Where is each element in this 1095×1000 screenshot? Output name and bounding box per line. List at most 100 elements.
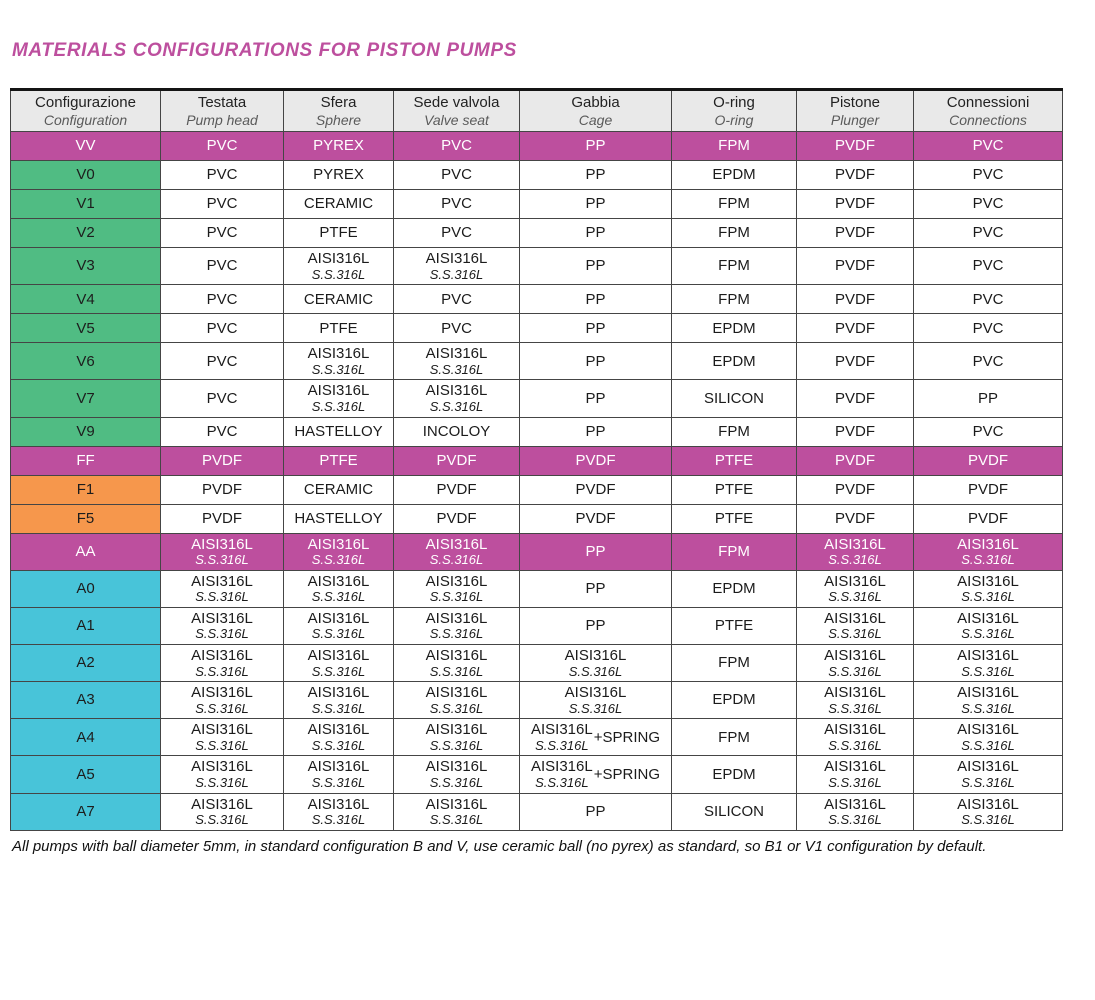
material-cell: PVC — [913, 131, 1063, 162]
material-name-stack: AISI316L S.S.316L — [957, 759, 1019, 789]
material-name-stack: AISI316L S.S.316L — [308, 251, 370, 281]
material-main-label: AISI316L — [307, 609, 370, 627]
material-cell: PP — [519, 416, 672, 447]
column-header-connessioni: Connessioni Connections — [913, 88, 1063, 133]
material-cell: PVDF — [796, 131, 914, 162]
material-main-label: AISI316L — [307, 721, 370, 739]
column-label-italian: Testata — [197, 94, 247, 111]
material-name-stack: AISI316L S.S.316L — [426, 685, 488, 715]
material-name-stack: AISI316L S.S.316L — [824, 796, 886, 828]
configuration-code: VV — [10, 131, 161, 162]
material-cell: PTFE — [283, 218, 394, 249]
material-cell: PVDF — [393, 503, 520, 534]
material-main-label: AISI316L — [824, 758, 886, 776]
material-name-stack: AISI316L S.S.316L — [307, 535, 370, 568]
material-cell: AISI316L S.S.316L — [160, 606, 284, 646]
material-cell-content: AISI316L S.S.316L — [800, 796, 910, 828]
material-sub-label: S.S.316L — [429, 626, 484, 642]
material-cell: PP — [519, 160, 672, 191]
material-main-label: AISI316L — [307, 535, 370, 553]
material-cell: PP — [519, 247, 672, 286]
material-name-stack: AISI316L S.S.316L — [191, 648, 253, 678]
material-main-label: AISI316L — [425, 609, 488, 627]
material-cell-content: AISI316L S.S.316L — [397, 573, 516, 604]
material-cell: AISI316L S.S.316L — [393, 379, 520, 418]
material-cell: PVC — [393, 131, 520, 162]
column-header-sfera: Sfera Sphere — [283, 88, 394, 133]
material-cell-content: AISI316L S.S.316L — [287, 759, 390, 789]
material-cell: AISI316L S.S.316L — [913, 569, 1063, 608]
material-cell: AISI316L S.S.316L — [913, 755, 1063, 794]
material-cell: PVDF — [393, 445, 520, 476]
table-row-a5: A5 AISI316L S.S.316L AISI316L S.S.316L AISI31… — [10, 755, 1063, 794]
material-cell: PVC — [393, 160, 520, 191]
material-sub-label: S.S.316L — [311, 361, 366, 377]
material-name-stack: AISI316L S.S.316L — [426, 573, 488, 604]
material-cell: PVC — [913, 247, 1063, 286]
material-sub-label: S.S.316L — [311, 626, 366, 642]
page-title: MATERIALS CONFIGURATIONS FOR PISTON PUMP… — [12, 40, 517, 61]
material-cell-content: AISI316L S.S.316L — [800, 573, 910, 604]
material-cell: AISI316L S.S.316L — [283, 681, 394, 720]
material-sub-label: S.S.316L — [828, 812, 882, 828]
material-cell: AISI316L S.S.316L — [796, 532, 914, 571]
column-label-english: Pump head — [186, 111, 258, 128]
table-row-aa: AA AISI316L S.S.316L AISI316L S.S.316L AISI31… — [10, 532, 1063, 571]
material-cell-content: AISI316L S.S.316L — [287, 346, 390, 376]
material-cell: PP — [913, 379, 1063, 418]
material-cell: PVC — [160, 131, 284, 162]
materials-table: Configurazione Configuration Testata Pump h… — [10, 88, 1063, 831]
material-sub-label: S.S.316L — [195, 626, 249, 642]
material-sub-label: S.S.316L — [429, 812, 484, 828]
material-name-stack: AISI316L S.S.316L — [191, 536, 253, 567]
material-sub-label: S.S.316L — [429, 552, 484, 568]
material-name-stack: AISI316L S.S.316L — [191, 722, 253, 752]
material-name-stack: AISI316L S.S.316L — [565, 648, 627, 678]
material-cell-content: AISI316L S.S.316L — [800, 648, 910, 678]
material-cell-content: AISI316L S.S.316L — [523, 648, 668, 678]
column-label-italian: Sfera — [320, 94, 357, 111]
material-cell-content: AISI316L S.S.316L — [164, 722, 280, 752]
material-cell: AISI316L S.S.316L — [913, 718, 1063, 757]
material-cell: PVC — [913, 218, 1063, 249]
column-label-english: Cage — [578, 111, 613, 128]
material-cell-content: AISI316L S.S.316L — [397, 648, 516, 678]
material-cell: PVC — [393, 189, 520, 220]
material-main-label: AISI316L — [957, 721, 1019, 739]
material-sub-label: S.S.316L — [311, 552, 366, 568]
material-sub-label: S.S.316L — [961, 737, 1015, 753]
material-main-label: AISI316L — [531, 721, 593, 739]
material-cell-content: AISI316L S.S.316L — [164, 685, 280, 715]
material-cell: PP — [519, 569, 672, 608]
material-sub-label: S.S.316L — [429, 737, 484, 753]
material-cell: AISI316L S.S.316L — [913, 606, 1063, 646]
material-cell: PTFE — [283, 313, 394, 344]
material-cell-content: AISI316L S.S.316L — [917, 795, 1059, 827]
material-cell-content: AISI316L S.S.316L — [397, 536, 516, 568]
material-sub-label: S.S.316L — [195, 700, 249, 716]
material-cell: PVC — [160, 247, 284, 286]
material-cell: PVC — [160, 160, 284, 191]
material-cell: PP — [519, 313, 672, 344]
material-name-stack: AISI316L S.S.316L — [824, 573, 886, 604]
table-row-a1: A1 AISI316L S.S.316L AISI316L S.S.316L AISI31… — [10, 606, 1063, 646]
material-name-stack: AISI316L S.S.316L — [957, 648, 1019, 678]
material-cell: FPM — [671, 131, 797, 162]
material-cell-content: AISI316L S.S.316L — [397, 685, 516, 715]
material-main-label: AISI316L — [307, 250, 370, 268]
material-sub-label: S.S.316L — [195, 589, 249, 605]
table-row-v0: V0 PVC PYREX PVC PP EPDM PVDF PVC — [10, 160, 1063, 191]
table-row-v7: V7 PVC AISI316L S.S.316L AISI316L S.S.316L PP S… — [10, 379, 1063, 418]
material-main-label: AISI316L — [957, 795, 1019, 813]
material-cell-content: AISI316L S.S.316L — [164, 759, 280, 789]
material-name-stack: AISI316L S.S.316L — [957, 573, 1019, 604]
material-cell: PVDF — [160, 503, 284, 534]
configuration-code: V1 — [10, 189, 161, 220]
material-cell: PVDF — [519, 445, 672, 476]
table-row-f5: F5 PVDF HASTELLOY PVDF PVDF PTFE PVDF PVDF — [10, 503, 1063, 534]
material-cell: EPDM — [671, 755, 797, 794]
material-cell: PVC — [160, 284, 284, 315]
material-main-label: AISI316L — [191, 572, 253, 590]
material-cell: EPDM — [671, 313, 797, 344]
material-cell: PVDF — [796, 379, 914, 418]
